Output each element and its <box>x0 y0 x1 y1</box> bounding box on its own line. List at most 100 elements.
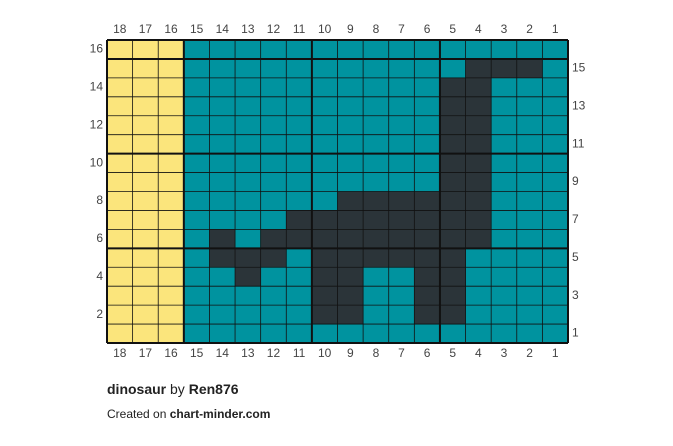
cell <box>158 115 184 135</box>
cell <box>132 77 159 97</box>
cell <box>183 324 210 343</box>
cell <box>414 324 440 343</box>
cell <box>260 58 287 78</box>
cell <box>183 305 210 325</box>
cell <box>363 40 389 59</box>
cell <box>439 153 466 173</box>
cell <box>465 115 492 135</box>
cell <box>209 229 236 249</box>
cell <box>363 134 389 154</box>
cell <box>107 324 133 343</box>
cell <box>516 191 543 211</box>
cell <box>439 172 466 192</box>
cell <box>388 191 415 211</box>
cell <box>542 248 568 268</box>
cell <box>132 267 159 287</box>
cell <box>363 172 389 192</box>
cell <box>158 286 184 306</box>
column-number: 13 <box>241 346 255 360</box>
cell <box>286 229 312 249</box>
cell <box>388 115 415 135</box>
cell <box>286 267 312 287</box>
cell <box>286 210 312 230</box>
row-number: 3 <box>572 288 579 302</box>
row-number: 13 <box>572 98 586 112</box>
cell <box>260 77 287 97</box>
cell <box>491 77 517 97</box>
cell <box>542 40 568 59</box>
cell <box>388 58 415 78</box>
cell <box>491 229 517 249</box>
cell <box>465 191 492 211</box>
cell <box>516 96 543 116</box>
column-number: 8 <box>373 346 380 360</box>
column-number: 2 <box>526 22 533 36</box>
cell <box>465 77 492 97</box>
cell <box>337 305 364 325</box>
cell <box>235 134 261 154</box>
cell <box>516 324 543 343</box>
cell <box>363 324 389 343</box>
cell <box>414 40 440 59</box>
created-on: Created on <box>107 407 167 421</box>
cell <box>388 134 415 154</box>
cell <box>132 305 159 325</box>
author[interactable]: Ren876 <box>188 381 239 397</box>
cell <box>414 115 440 135</box>
cell <box>158 305 184 325</box>
column-number: 16 <box>164 346 178 360</box>
cell <box>107 172 133 192</box>
cell <box>183 210 210 230</box>
cell <box>260 286 287 306</box>
cell <box>260 229 287 249</box>
cell <box>209 191 236 211</box>
cell <box>465 96 492 116</box>
cell <box>388 210 415 230</box>
cell <box>286 58 312 78</box>
cell <box>439 324 466 343</box>
row-number: 4 <box>96 269 103 283</box>
cell <box>183 191 210 211</box>
cell <box>209 40 236 59</box>
cell <box>235 324 261 343</box>
cell <box>286 324 312 343</box>
column-number: 15 <box>190 22 204 36</box>
cell <box>132 191 159 211</box>
cell <box>311 40 338 59</box>
row-number: 5 <box>572 250 579 264</box>
cell <box>286 115 312 135</box>
cell <box>337 267 364 287</box>
cell <box>235 58 261 78</box>
cell <box>414 305 440 325</box>
cell <box>337 115 364 135</box>
cell <box>414 191 440 211</box>
cell <box>491 305 517 325</box>
cell <box>235 267 261 287</box>
cell <box>107 115 133 135</box>
cell <box>183 248 210 268</box>
cell <box>132 153 159 173</box>
cell <box>260 210 287 230</box>
cell <box>516 115 543 135</box>
site-link[interactable]: chart-minder.com <box>169 407 271 421</box>
cell <box>337 40 364 59</box>
cell <box>311 191 338 211</box>
cell <box>183 77 210 97</box>
cell <box>132 172 159 192</box>
cell <box>311 77 338 97</box>
cell <box>183 229 210 249</box>
column-number: 6 <box>424 22 431 36</box>
cell <box>107 40 133 59</box>
cell <box>311 96 338 116</box>
cell <box>542 191 568 211</box>
cell <box>363 115 389 135</box>
cell <box>516 172 543 192</box>
cell <box>337 191 364 211</box>
column-number: 15 <box>190 346 204 360</box>
cell <box>209 172 236 192</box>
cell <box>491 115 517 135</box>
cell <box>260 248 287 268</box>
cell <box>465 324 492 343</box>
cell <box>132 40 159 59</box>
cell <box>465 305 492 325</box>
